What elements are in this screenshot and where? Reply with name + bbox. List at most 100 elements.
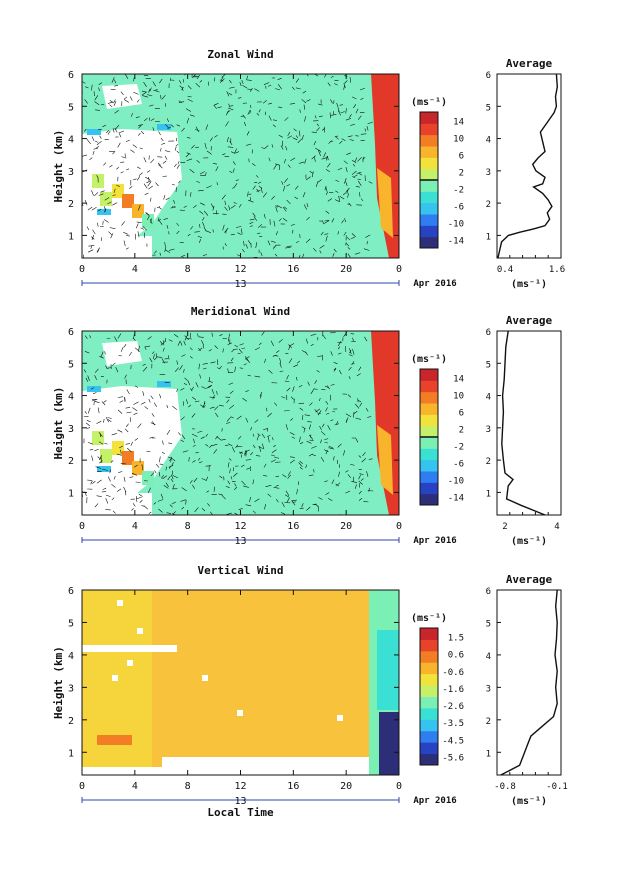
data-gap: [137, 628, 143, 634]
x-tick-label: 20: [340, 521, 352, 532]
y-axis-label: Height (km): [52, 646, 65, 719]
colorbar-cell: [420, 391, 438, 404]
colorbar-cell: [420, 403, 438, 415]
y-tick-label: 3: [68, 683, 74, 694]
colorbar-cell: [420, 180, 438, 192]
colorbar-cell: [420, 214, 438, 226]
y-tick-label: 5: [68, 618, 74, 629]
colorbar-tick-label: 1.5: [448, 634, 464, 644]
colorbar-tick-label: 10: [453, 135, 464, 145]
colorbar-cell: [420, 482, 438, 495]
x-tick-label: 0: [396, 521, 402, 532]
y-tick-label: 4: [68, 135, 74, 146]
x-tick-label: 16: [287, 781, 299, 792]
colorbar-tick-label: -10: [448, 477, 464, 487]
x-tick-label: 16: [287, 264, 299, 275]
wind-arrow-texture: [82, 331, 374, 515]
month-label: Apr 2016: [413, 536, 456, 546]
profile-title: Average: [506, 314, 553, 327]
heatmap-field: [82, 590, 399, 775]
x-tick-label: 0: [396, 264, 402, 275]
colorbar-cell: [420, 448, 438, 461]
wind-patch: [97, 209, 111, 215]
colorbar-tick-label: 6: [459, 409, 464, 419]
y-tick-label: 6: [68, 70, 74, 81]
y-axis-label: Height (km): [52, 130, 65, 203]
colorbar-cell: [420, 685, 438, 697]
data-gap: [82, 236, 152, 258]
y-tick-label: 4: [68, 392, 74, 403]
colorbar-tick-label: -2.6: [442, 702, 464, 712]
x-tick-label: 4: [132, 521, 138, 532]
colorbar-tick-label: 2: [459, 426, 464, 436]
profile-x-tick-label: 0.4: [497, 265, 513, 275]
colorbar-tick-label: -3.5: [442, 719, 464, 729]
colorbar-cell: [420, 493, 438, 506]
colorbar-cell: [420, 414, 438, 427]
data-gap: [82, 645, 177, 652]
colorbar-tick-label: 6: [459, 152, 464, 162]
x-tick-label: 12: [234, 521, 246, 532]
wind-arrows: [82, 331, 374, 515]
profile-line: [497, 73, 559, 259]
wind-patch: [92, 431, 104, 445]
profile-x-tick-label: 2: [502, 522, 507, 532]
colorbar-cell: [420, 202, 438, 215]
wind-patch: [87, 129, 101, 135]
heatmap-field: [82, 74, 399, 258]
profile-x-tick-label: 1.6: [549, 265, 565, 275]
y-tick-label: 1: [68, 488, 74, 499]
wind-patch: [157, 124, 171, 130]
wind-patch: [142, 471, 154, 485]
profile-frame: [496, 73, 562, 259]
vert-patch: [97, 735, 132, 745]
x-tick-label: 4: [132, 781, 138, 792]
x-tick-label: 16: [287, 521, 299, 532]
colorbar-unit: (ms⁻¹): [411, 613, 447, 624]
colorbar-cell: [420, 157, 438, 170]
colorbar-cell: [420, 380, 438, 393]
colorbar-tick-label: -5.6: [442, 753, 464, 763]
colorbar-cell: [420, 639, 438, 652]
colorbar-cell: [420, 146, 438, 158]
colorbar-tick-label: 10: [453, 392, 464, 402]
wind-patch: [157, 381, 171, 387]
y-axis-label: Height (km): [52, 387, 65, 460]
x-tick-label: 20: [340, 264, 352, 275]
colorbar-tick-label: -6: [453, 460, 464, 470]
data-gap: [112, 675, 118, 681]
colorbar-cell: [420, 369, 438, 381]
profile-y-tick-label: 1: [486, 749, 491, 759]
date-label: 13: [234, 279, 246, 290]
heatmap-field: [82, 331, 399, 515]
colorbar-cell: [420, 719, 438, 732]
colorbar-tick-label: -14: [448, 237, 464, 247]
wind-patch: [122, 194, 134, 208]
data-gap: [117, 600, 123, 606]
colorbar-cell: [420, 134, 438, 147]
profile-x-tick-label: -0.8: [494, 782, 516, 792]
data-gap: [237, 710, 243, 716]
vert-edge: [377, 630, 399, 710]
colorbar-tick-label: -1.6: [442, 685, 464, 695]
colorbar-cell: [420, 742, 438, 755]
y-tick-label: 3: [68, 424, 74, 435]
data-gap: [127, 660, 133, 666]
date-label: 13: [234, 796, 246, 807]
x-tick-label: 20: [340, 781, 352, 792]
profile-title: Average: [506, 573, 553, 586]
y-tick-label: 5: [68, 359, 74, 370]
profile-x-label: (ms⁻¹): [511, 796, 547, 807]
colorbar-cell: [420, 730, 438, 743]
y-tick-label: 1: [68, 748, 74, 759]
x-tick-label: 8: [185, 781, 191, 792]
y-tick-label: 2: [68, 456, 74, 467]
colorbar-cell: [420, 696, 438, 709]
data-gap: [82, 493, 152, 515]
profile-y-tick-label: 6: [486, 71, 491, 81]
data-gap: [82, 767, 162, 775]
panel-title: Zonal Wind: [207, 48, 273, 61]
